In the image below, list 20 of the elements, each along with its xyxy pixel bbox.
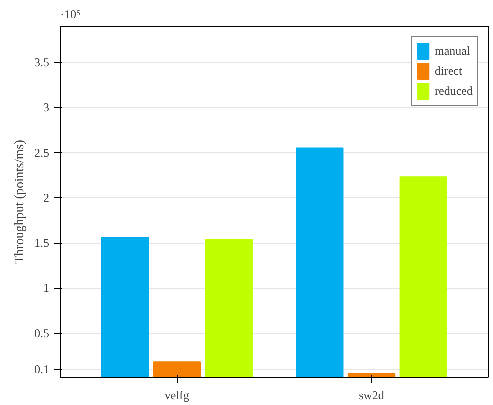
y-tick-label: 3 — [44, 100, 50, 115]
bar — [153, 362, 202, 378]
bar — [296, 148, 344, 378]
y-axis-title: Throughput (points/ms) — [12, 140, 26, 264]
y-tick-label: 1 — [44, 281, 50, 296]
y-tick-label: 1.5 — [34, 236, 50, 250]
legend-label: direct — [435, 64, 462, 78]
y-tick-label: 0.1 — [34, 362, 50, 376]
bar — [400, 176, 448, 378]
bar — [102, 237, 150, 378]
y-tick-label: 2 — [44, 190, 50, 205]
y-tick-label: 3.5 — [34, 56, 50, 70]
text: ·10⁵ — [60, 8, 81, 22]
x-tick-label: sw2d — [359, 388, 384, 402]
bar — [205, 238, 253, 378]
legend-label: reduced — [435, 84, 473, 98]
y-tick-label: 0.5 — [34, 326, 50, 340]
x-tick-label: velfg — [164, 388, 190, 402]
y-tick-label: 2.5 — [34, 146, 50, 160]
legend-label: manual — [435, 44, 470, 58]
